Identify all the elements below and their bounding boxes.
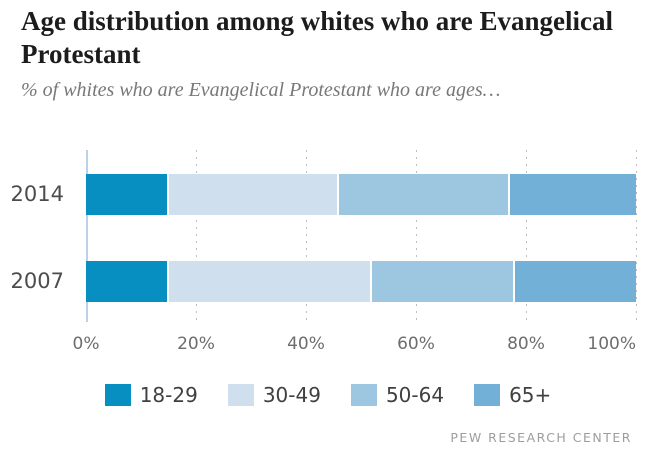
legend-swatch-50-64 xyxy=(350,384,377,406)
x-tick-60: 60% xyxy=(397,334,435,354)
chart-title: Age distribution among whites who are Ev… xyxy=(21,6,614,69)
chart-subtitle: % of whites who are Evangelical Protesta… xyxy=(21,79,501,101)
legend-item-30-49: 30-49 xyxy=(227,383,321,407)
bar-segment-2007-18-29 xyxy=(86,261,169,302)
legend-item-65+: 65+ xyxy=(474,383,551,407)
x-tick-20: 20% xyxy=(177,334,215,354)
bar-segment-2007-65+ xyxy=(515,261,636,302)
bar-segment-2014-50-64 xyxy=(339,174,510,215)
x-tick-0: 0% xyxy=(72,334,100,354)
legend: 18-29 30-49 50-64 65+ xyxy=(0,383,656,407)
bar-segment-2014-18-29 xyxy=(86,174,169,215)
x-tick-80: 80% xyxy=(507,334,545,354)
bar-segment-2007-50-64 xyxy=(372,261,515,302)
gridline-20 xyxy=(196,150,197,322)
legend-swatch-30-49 xyxy=(227,384,254,406)
legend-label-18-29: 18-29 xyxy=(139,383,198,407)
gridline-80 xyxy=(526,150,527,322)
legend-item-18-29: 18-29 xyxy=(104,383,198,407)
bar-segment-2014-65+ xyxy=(509,174,636,215)
source-credit: PEW RESEARCH CENTER xyxy=(450,430,632,445)
bar-segment-2007-30-49 xyxy=(168,261,372,302)
category-label-2014: 2014 xyxy=(10,182,64,206)
gridline-100 xyxy=(636,150,637,322)
bar-row-2007 xyxy=(86,261,636,302)
bar-row-2014 xyxy=(86,174,636,215)
y-axis-line xyxy=(86,150,88,322)
legend-label-30-49: 30-49 xyxy=(262,383,321,407)
plot-area xyxy=(86,150,637,322)
legend-swatch-65+ xyxy=(474,384,501,406)
x-tick-100: 100% xyxy=(587,334,636,354)
gridline-40 xyxy=(306,150,307,322)
legend-label-65+: 65+ xyxy=(509,383,552,407)
legend-item-50-64: 50-64 xyxy=(350,383,445,407)
x-tick-40: 40% xyxy=(287,334,325,354)
bar-segment-2014-30-49 xyxy=(168,174,339,215)
x-axis: 0% 20% 40% 60% 80% 100% xyxy=(73,334,636,356)
gridline-60 xyxy=(416,150,417,322)
category-label-2007: 2007 xyxy=(10,269,64,293)
legend-swatch-18-29 xyxy=(104,384,131,406)
legend-label-50-64: 50-64 xyxy=(385,383,445,407)
